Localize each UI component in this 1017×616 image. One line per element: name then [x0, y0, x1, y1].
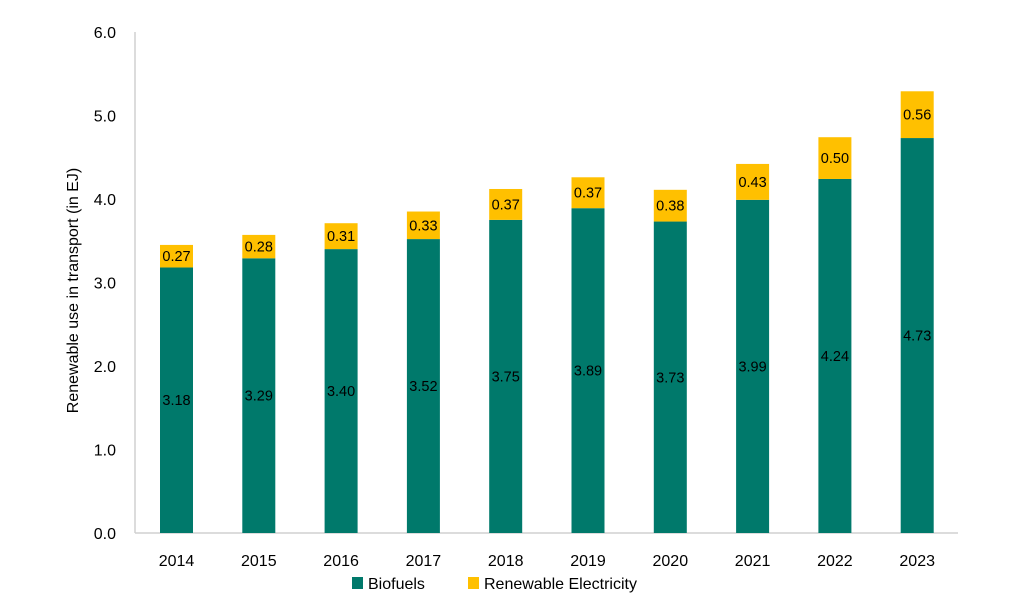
- legend-label: Renewable Electricity: [484, 576, 637, 593]
- biofuels-bar-segment: [324, 249, 358, 533]
- renewable-electricity-bar-segment: [489, 188, 523, 220]
- x-tick-label: 2020: [653, 553, 689, 570]
- data-label: 0.31: [327, 229, 355, 245]
- legend-item-renewable-electricity: Renewable Electricity: [468, 576, 637, 593]
- legend-swatch: [468, 577, 479, 589]
- biofuels-bar-segment: [160, 267, 193, 533]
- x-tick-label: 2018: [488, 553, 524, 570]
- data-label: 3.73: [656, 370, 684, 386]
- bar-group-2019: 3.89 0.37: [571, 177, 605, 533]
- x-tick-label: 2016: [323, 553, 359, 570]
- data-label: 0.37: [492, 197, 520, 213]
- y-tick-label: 6.0: [94, 25, 116, 42]
- x-tick-label: 2014: [159, 553, 195, 570]
- y-tick-label: 0.0: [94, 526, 116, 543]
- biofuels-bar-segment: [653, 221, 687, 534]
- bar-group-2023: 4.73 0.56: [900, 91, 934, 534]
- y-tick-label: 4.0: [94, 192, 116, 209]
- data-label: 4.24: [821, 349, 849, 365]
- y-tick-label: 1.0: [94, 443, 116, 460]
- legend-label: Biofuels: [368, 576, 425, 593]
- bar-group-2022: 4.24 0.50: [818, 137, 852, 533]
- bars: 3.18 0.27 3.29 0.28 3.40 0.31 3.52 0.33 3.75 0.37…: [160, 91, 934, 534]
- x-tick-label: 2015: [241, 553, 277, 570]
- renewable-electricity-bar-segment: [900, 91, 934, 139]
- y-tick-label: 2.0: [94, 359, 116, 376]
- renewable-electricity-bar-segment: [818, 137, 852, 179]
- renewable-electricity-bar-segment: [571, 177, 605, 209]
- y-axis-title: Renewable use in transport (in EJ): [65, 168, 82, 413]
- y-tick-label: 5.0: [94, 109, 116, 126]
- data-label: 0.50: [821, 151, 849, 167]
- renewable-electricity-bar-segment: [736, 163, 770, 200]
- renewable-electricity-bar-segment: [324, 223, 358, 250]
- biofuels-bar-segment: [571, 208, 605, 533]
- data-label: 0.27: [162, 249, 190, 265]
- renewable-electricity-bar-segment: [653, 189, 687, 222]
- data-label: 0.33: [409, 218, 437, 234]
- data-label: 3.75: [492, 369, 520, 385]
- biofuels-bar-segment: [818, 178, 852, 533]
- x-tick-label: 2023: [899, 553, 935, 570]
- y-axis-label: Renewable use in transport (in EJ): [65, 168, 82, 413]
- data-label: 0.37: [574, 186, 602, 202]
- data-label: 3.52: [409, 379, 437, 395]
- bar-group-2015: 3.29 0.28: [242, 234, 276, 533]
- data-label: 0.38: [656, 199, 684, 215]
- bar-group-2016: 3.40 0.31: [324, 223, 358, 533]
- renewable-electricity-bar-segment: [406, 211, 440, 240]
- data-label: 3.40: [327, 384, 355, 400]
- biofuels-bar-segment: [900, 138, 934, 534]
- data-label: 3.99: [738, 359, 766, 375]
- data-label: 3.18: [162, 393, 190, 409]
- data-label: 0.56: [903, 108, 931, 124]
- biofuels-bar-segment: [242, 258, 276, 533]
- biofuels-bar-segment: [406, 239, 440, 533]
- x-tick-label: 2022: [817, 553, 853, 570]
- x-tick-label: 2019: [570, 553, 606, 570]
- x-axis-ticks: 2014 2015 2016 2017 2018 2019 2020 2021 2022 2023: [159, 553, 935, 570]
- bar-group-2021: 3.99 0.43: [736, 163, 770, 533]
- legend-swatch: [352, 577, 363, 589]
- x-tick-label: 2021: [735, 553, 771, 570]
- legend: Biofuels Renewable Electricity: [352, 576, 637, 593]
- renewable-electricity-bar-segment: [242, 234, 276, 259]
- x-tick-label: 2017: [406, 553, 442, 570]
- data-label: 3.29: [245, 389, 273, 405]
- data-label: 0.43: [738, 175, 766, 191]
- data-label: 0.28: [245, 240, 273, 256]
- bar-group-2017: 3.52 0.33: [406, 211, 440, 533]
- renewable-electricity-bar-segment: [160, 244, 193, 268]
- y-axis-ticks: 0.0 1.0 2.0 3.0 4.0 5.0 6.0: [94, 25, 116, 543]
- legend-item-biofuels: Biofuels: [352, 576, 425, 593]
- bar-group-2018: 3.75 0.37: [489, 188, 523, 533]
- bar-group-2020: 3.73 0.38: [653, 189, 687, 534]
- data-label: 3.89: [574, 364, 602, 380]
- y-tick-label: 3.0: [94, 276, 116, 293]
- biofuels-bar-segment: [489, 219, 523, 533]
- bar-group-2014: 3.18 0.27: [160, 244, 193, 533]
- biofuels-bar-segment: [736, 199, 770, 533]
- data-label: 4.73: [903, 329, 931, 345]
